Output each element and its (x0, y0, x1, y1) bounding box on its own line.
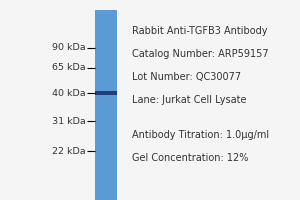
Text: 40 kDa: 40 kDa (52, 88, 86, 98)
Text: 31 kDa: 31 kDa (52, 116, 86, 126)
Text: Catalog Number: ARP59157: Catalog Number: ARP59157 (132, 49, 268, 59)
Bar (94, 10, 117, 200)
Text: Antibody Titration: 1.0µg/ml: Antibody Titration: 1.0µg/ml (132, 130, 269, 140)
Text: Lane: Jurkat Cell Lysate: Lane: Jurkat Cell Lysate (132, 95, 247, 105)
Bar (94, 91, 117, 95)
Text: 65 kDa: 65 kDa (52, 64, 86, 72)
Text: Gel Concentration: 12%: Gel Concentration: 12% (132, 153, 248, 163)
Text: 22 kDa: 22 kDa (52, 146, 86, 156)
Text: Rabbit Anti-TGFB3 Antibody: Rabbit Anti-TGFB3 Antibody (132, 26, 268, 36)
Text: 90 kDa: 90 kDa (52, 44, 86, 52)
Text: Lot Number: QC30077: Lot Number: QC30077 (132, 72, 241, 82)
